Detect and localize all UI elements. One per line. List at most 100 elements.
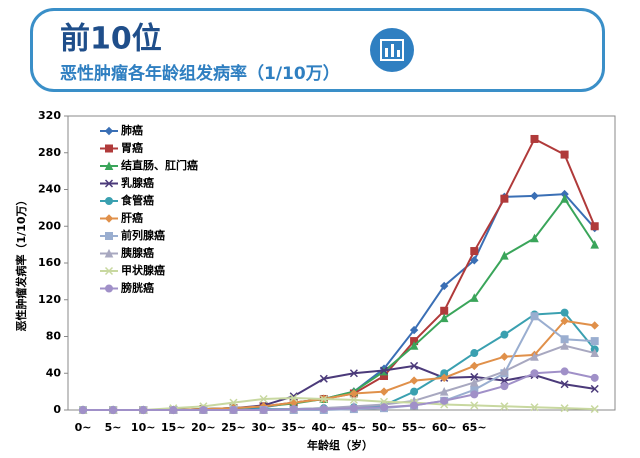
point (319, 405, 328, 414)
x-tick-label: 50~ (372, 421, 397, 434)
x-tick-label: 60~ (432, 421, 457, 434)
legend-label: 甲状腺癌 (121, 263, 165, 277)
legend-label: 胰腺癌 (120, 246, 154, 260)
y-tick-label: 120 (38, 293, 61, 306)
point (500, 194, 509, 203)
x-tick-label: 5~ (105, 421, 122, 434)
y-tick-label: 280 (38, 146, 61, 159)
point (530, 352, 539, 361)
point (560, 380, 569, 389)
x-tick-label: 30~ (251, 421, 276, 434)
x-tick-label: 65~ (462, 421, 487, 434)
point (560, 316, 569, 326)
point (560, 194, 569, 203)
point (470, 256, 479, 265)
series-line (83, 364, 595, 411)
point (104, 179, 114, 188)
point (500, 352, 509, 361)
point (440, 396, 449, 405)
point (560, 341, 569, 350)
point (229, 398, 238, 407)
point (259, 406, 268, 414)
point (590, 222, 599, 231)
point (469, 377, 479, 387)
point (410, 401, 419, 410)
point (289, 405, 298, 414)
point (590, 405, 599, 414)
legend-label: 肺癌 (121, 123, 143, 137)
legend-label: 结直肠、肛门癌 (120, 158, 198, 172)
point (349, 395, 358, 404)
series-line (83, 397, 595, 411)
legend-label: 前列腺癌 (121, 228, 165, 242)
point (470, 372, 479, 381)
x-tick-label: 20~ (191, 421, 216, 434)
chart-title: 恶性肿瘤各年龄组发病率（1/10万） (60, 63, 340, 84)
x-axis-label: 年龄组（岁） (307, 438, 373, 452)
point (104, 161, 114, 170)
point (439, 313, 449, 323)
point (169, 406, 178, 414)
x-tick-label: 10~ (131, 421, 156, 434)
header-box (30, 8, 605, 92)
x-tick-label: 45~ (342, 421, 367, 434)
point (105, 197, 113, 205)
point (104, 266, 114, 276)
legend-label: 膀胱癌 (120, 281, 154, 295)
point (530, 134, 539, 143)
point (590, 337, 599, 346)
legend-label: 胃癌 (121, 141, 143, 155)
point (560, 308, 569, 317)
point (79, 406, 87, 414)
point (349, 389, 359, 398)
point (560, 404, 569, 413)
point (319, 394, 328, 404)
point (105, 232, 113, 240)
point (590, 321, 599, 330)
series-line (83, 370, 595, 411)
point (104, 248, 114, 258)
point (470, 361, 479, 371)
x-tick-label: 40~ (312, 421, 337, 434)
point (319, 374, 328, 383)
point (590, 384, 599, 393)
y-axis-label: 恶性肿瘤发病率（1/10万） (14, 195, 28, 332)
x-tick-label: 35~ (281, 421, 306, 434)
icon-bar (397, 50, 400, 57)
point (560, 367, 569, 376)
point (409, 376, 419, 385)
point (139, 406, 148, 414)
legend-label: 乳腺癌 (121, 176, 154, 190)
y-tick-label: 0 (53, 403, 61, 416)
point (199, 406, 208, 414)
y-tick-label: 240 (38, 183, 61, 196)
point (470, 349, 479, 358)
point (440, 306, 449, 315)
point (530, 369, 539, 378)
y-tick-label: 200 (38, 219, 61, 232)
x-tick-label: 0~ (75, 421, 92, 434)
point (500, 402, 509, 411)
point (469, 293, 479, 302)
icon-bar (385, 48, 388, 57)
legend-label: 肝癌 (121, 211, 143, 225)
point (590, 240, 600, 249)
point (289, 394, 298, 403)
icon-bar (391, 44, 394, 57)
y-tick-label: 160 (38, 256, 61, 269)
point (105, 144, 113, 153)
point (259, 394, 268, 404)
point (530, 233, 539, 243)
point (410, 387, 419, 396)
point (530, 403, 539, 412)
y-tick-label: 40 (46, 366, 62, 379)
point (349, 404, 358, 413)
point (104, 126, 114, 136)
point (560, 150, 569, 159)
point (105, 284, 113, 293)
point (530, 191, 539, 201)
legend-label: 食管癌 (121, 193, 154, 207)
point (229, 406, 238, 414)
point (500, 251, 509, 260)
